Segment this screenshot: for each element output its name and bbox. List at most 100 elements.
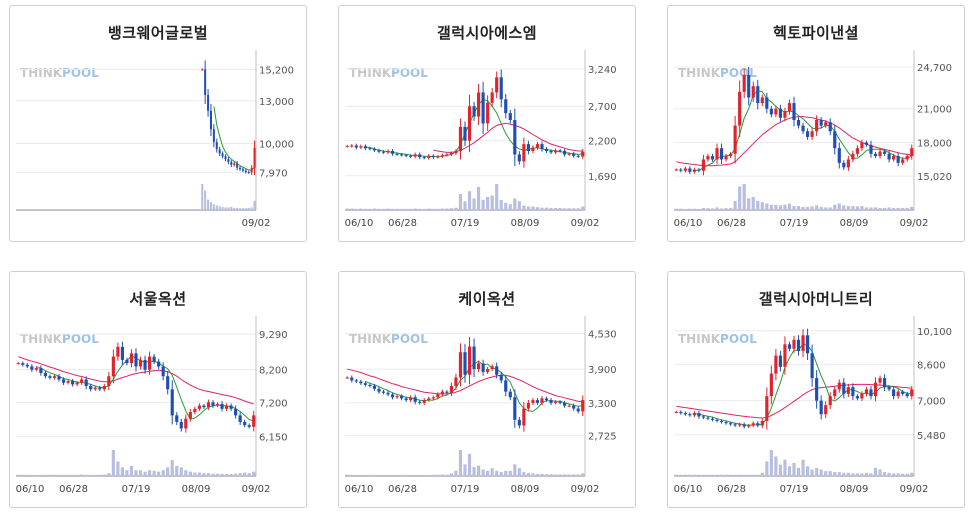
volume-bar bbox=[381, 208, 386, 210]
x-tick-label: 06/28 bbox=[717, 218, 746, 229]
candle-body bbox=[230, 162, 233, 165]
candle-body bbox=[581, 400, 585, 412]
candle-body bbox=[395, 396, 399, 398]
candle-body bbox=[887, 387, 891, 390]
volume-bar bbox=[454, 470, 458, 476]
volume-bar bbox=[350, 474, 354, 476]
candle-body bbox=[549, 151, 553, 153]
volume-bar bbox=[787, 466, 792, 476]
volume-bar bbox=[129, 465, 134, 476]
volume-bar bbox=[563, 208, 567, 210]
volume-bar bbox=[544, 207, 549, 210]
candle-body bbox=[236, 163, 239, 168]
volume-bar bbox=[756, 200, 760, 210]
volume-bar bbox=[882, 472, 887, 476]
volume-bar bbox=[860, 206, 864, 210]
x-tick-label: 08/09 bbox=[511, 484, 540, 495]
volume-bar bbox=[769, 450, 773, 476]
volume-bar bbox=[418, 208, 422, 210]
volume-bar bbox=[769, 204, 773, 210]
volume-bar bbox=[499, 472, 503, 476]
candle-body bbox=[39, 368, 43, 373]
candle-body bbox=[467, 346, 472, 375]
x-tick-label: 06/10 bbox=[674, 484, 703, 495]
volume-bar bbox=[873, 467, 878, 476]
volume-bar bbox=[567, 474, 571, 476]
chart-card[interactable]: 갤럭시아에스엠 THINKPOOL 3,240 2,700 2,200 1,690 06/… bbox=[338, 5, 636, 242]
candle-body bbox=[458, 352, 463, 378]
volume-bar bbox=[230, 206, 233, 210]
volume-bar bbox=[221, 206, 224, 210]
volume-bar bbox=[359, 208, 363, 210]
volume-bar bbox=[57, 474, 61, 476]
volume-bar bbox=[553, 474, 558, 476]
y-tick-label: 24,700 bbox=[917, 63, 952, 74]
volume-bar bbox=[729, 207, 733, 210]
candle-body bbox=[910, 389, 914, 397]
volume-bar bbox=[751, 474, 755, 476]
volume-bar bbox=[463, 201, 467, 210]
volume-bar bbox=[111, 450, 115, 476]
candle-body bbox=[204, 69, 207, 96]
candle-body bbox=[873, 153, 878, 157]
y-tick-label: 2,200 bbox=[588, 137, 617, 148]
candle-body bbox=[243, 421, 247, 426]
candle-body bbox=[683, 168, 687, 171]
candle-body bbox=[445, 391, 449, 393]
volume-bar bbox=[215, 473, 220, 476]
volume-bar bbox=[238, 473, 242, 476]
thinkpool-logo: THINKPOOL bbox=[349, 332, 428, 346]
candle-body bbox=[233, 163, 236, 165]
volume-bar bbox=[34, 474, 38, 476]
volume-bar bbox=[692, 208, 696, 210]
candle-body bbox=[756, 86, 760, 104]
candle-body bbox=[350, 145, 354, 147]
chart-card[interactable]: 헥토파이낸셜 THINKPOOL 24,700 21,000 18,000 15,020… bbox=[667, 5, 965, 242]
y-tick-label: 4,530 bbox=[588, 330, 617, 341]
candle-body bbox=[211, 402, 215, 406]
candle-body bbox=[679, 411, 683, 414]
candle-body bbox=[828, 396, 832, 406]
volume-bar bbox=[760, 202, 764, 210]
candle-body bbox=[792, 103, 796, 120]
chart-card[interactable]: 케이옥션 THINKPOOL 4,530 3,900 3,300 2,725 06/10 0… bbox=[338, 271, 636, 508]
chart-title: 헥토파이낸셜 bbox=[773, 24, 859, 42]
candle-body bbox=[234, 408, 238, 416]
chart-title: 케이옥션 bbox=[458, 290, 516, 308]
volume-bar bbox=[125, 470, 129, 476]
candle-body bbox=[878, 151, 882, 157]
candle-body bbox=[201, 69, 204, 71]
chart-card[interactable]: 서울옥션 THINKPOOL 9,290 8,200 7,200 6,150 06/10 0… bbox=[9, 271, 307, 508]
candle-body bbox=[227, 159, 230, 163]
candle-body bbox=[207, 95, 210, 111]
volume-bar bbox=[201, 184, 204, 210]
volume-bar bbox=[824, 207, 828, 210]
candle-body bbox=[535, 400, 540, 403]
volume-bar bbox=[21, 474, 25, 476]
candle-body bbox=[215, 403, 220, 406]
volume-bar bbox=[207, 199, 210, 210]
candle-body bbox=[905, 393, 909, 397]
chart-card[interactable]: 갤럭시아머니트리 THINKPOOL 10,100 8,600 7,000 5,480 0… bbox=[667, 271, 965, 508]
candle-body bbox=[368, 384, 372, 386]
candle-body bbox=[783, 344, 787, 367]
volume-bar bbox=[576, 208, 580, 210]
volume-bar bbox=[878, 207, 882, 210]
candle-body bbox=[526, 402, 530, 409]
candle-body bbox=[138, 359, 143, 367]
volume-bar bbox=[864, 207, 869, 210]
candle-body bbox=[467, 106, 472, 141]
candle-body bbox=[892, 389, 896, 397]
candle-body bbox=[431, 155, 435, 158]
chart-card[interactable]: 뱅크웨어글로벌 THINKPOOL 15,200 13,000 10,000 7,970… bbox=[9, 5, 307, 242]
candle-body bbox=[504, 380, 508, 392]
volume-bar bbox=[345, 208, 349, 210]
volume-bar bbox=[692, 474, 696, 476]
y-tick-label: 3,900 bbox=[588, 365, 617, 376]
volume-bar bbox=[431, 474, 435, 476]
candle-body bbox=[66, 381, 70, 383]
candle-body bbox=[549, 400, 553, 403]
volume-bar bbox=[345, 474, 349, 476]
volume-bar bbox=[377, 474, 381, 476]
candle-body bbox=[765, 97, 769, 109]
